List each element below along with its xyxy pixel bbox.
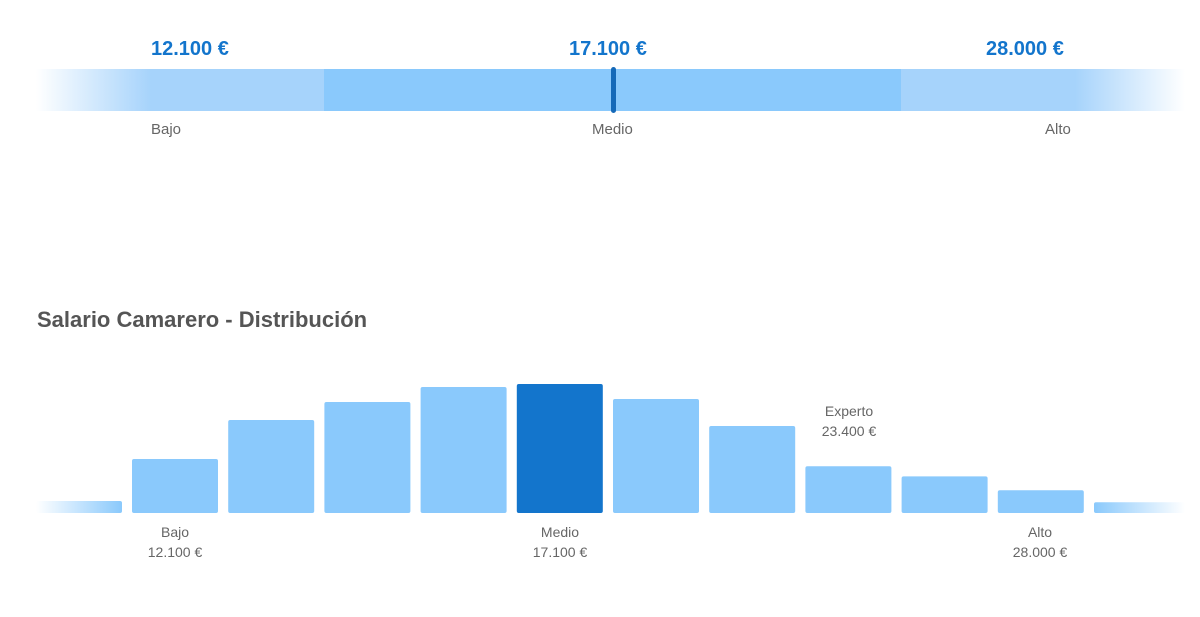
histogram-bar — [997, 490, 1084, 513]
median-marker — [611, 67, 616, 113]
range-high-value: 28.000 € — [986, 38, 1064, 60]
histogram-bar — [613, 399, 699, 513]
dist-expert-name: Experto — [824, 403, 874, 419]
histogram-bar — [132, 459, 218, 513]
histogram-bar — [709, 426, 796, 513]
dist-high-value: 28.000 € — [1012, 544, 1068, 560]
range-segment-low — [151, 69, 324, 111]
dist-low-name: Bajo — [160, 524, 190, 540]
histogram-bar-median — [516, 384, 603, 513]
dist-median-annotation: Medio 17.100 € — [500, 522, 620, 562]
dist-high-annotation: Alto 28.000 € — [980, 522, 1100, 562]
range-low-label: Bajo — [151, 121, 182, 138]
dist-low-annotation: Bajo 12.100 € — [115, 522, 235, 562]
histogram-bar — [36, 501, 122, 513]
range-high-label: Alto — [1045, 121, 1071, 138]
distribution-title: Salario Camarero - Distribución — [37, 307, 368, 332]
range-median-label: Medio — [592, 121, 633, 138]
dist-expert-value: 23.400 € — [821, 423, 877, 439]
dist-high-name: Alto — [1027, 524, 1053, 540]
histogram-bar — [901, 476, 988, 513]
histogram-bar — [805, 466, 892, 513]
dist-median-value: 17.100 € — [532, 544, 588, 560]
dist-low-value: 12.100 € — [147, 544, 203, 560]
range-fade-right — [1075, 69, 1185, 111]
dist-expert-annotation: Experto 23.400 € — [789, 401, 909, 441]
range-low-value: 12.100 € — [151, 38, 229, 60]
dist-median-name: Medio — [540, 524, 580, 540]
range-segment-high — [901, 69, 1075, 111]
range-fade-left — [36, 69, 151, 111]
histogram-bar — [228, 420, 315, 513]
histogram-bar — [420, 387, 507, 513]
histogram-bar — [1094, 502, 1185, 513]
histogram-bar — [324, 402, 411, 513]
range-median-value: 17.100 € — [569, 38, 647, 60]
